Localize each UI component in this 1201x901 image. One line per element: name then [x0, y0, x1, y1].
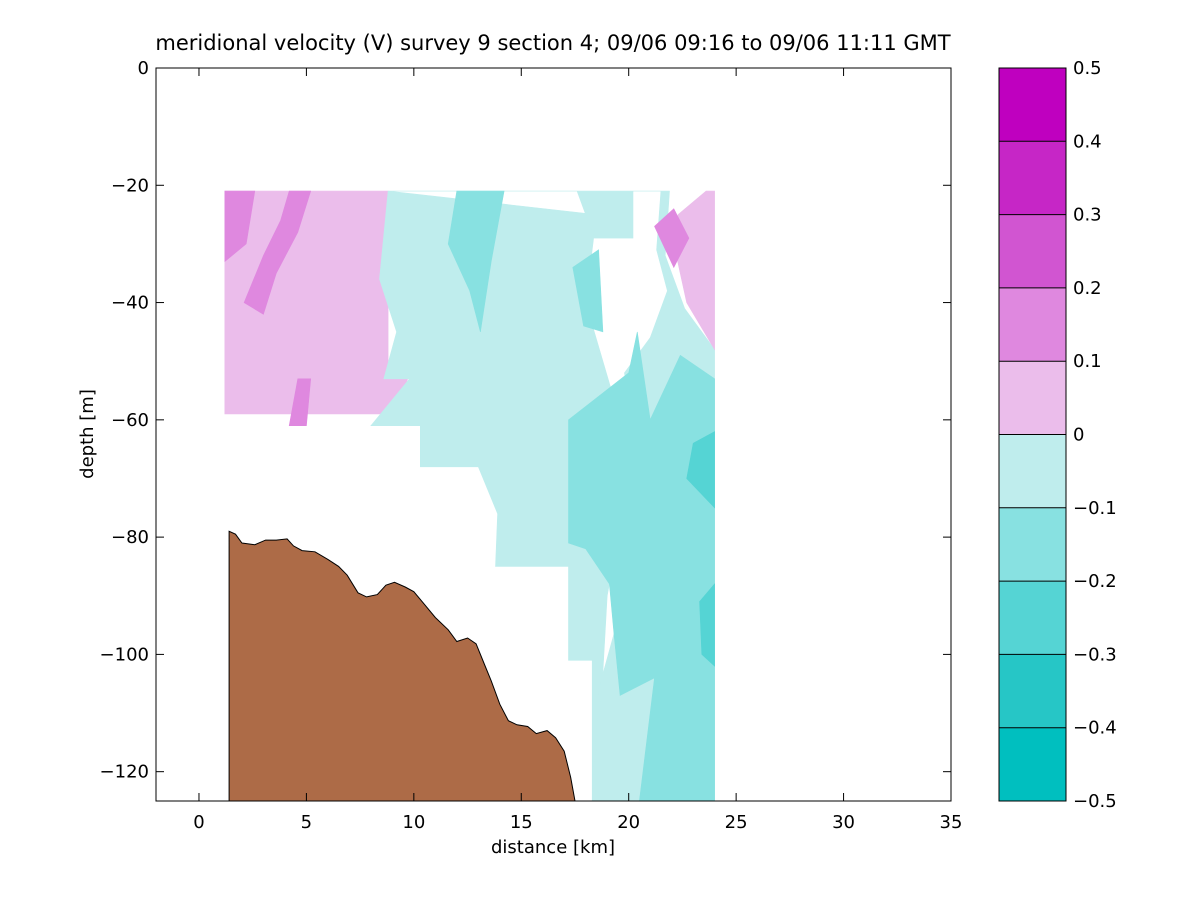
colorbar-tick-label: 0	[1073, 425, 1084, 446]
x-tick-label: 10	[402, 812, 425, 833]
x-tick-label: 25	[725, 812, 748, 833]
contour-region-8	[686, 431, 715, 509]
x-tick-label: 15	[510, 812, 533, 833]
contour-region-2	[243, 190, 312, 315]
contour-region-7	[568, 331, 715, 801]
colorbar-segment	[999, 507, 1066, 582]
y-tick-label: −20	[111, 175, 149, 196]
contour-region-5	[447, 190, 505, 332]
colorbar-segment	[999, 654, 1066, 728]
y-tick-label: −100	[100, 644, 149, 665]
y-tick-label: −80	[111, 527, 149, 548]
colorbar-segment	[999, 434, 1066, 508]
contour-region-11	[654, 208, 690, 269]
colorbar-tick-label: −0.5	[1073, 791, 1117, 812]
contour-region-9	[699, 583, 715, 667]
colorbar-tick-label: 0.1	[1073, 351, 1102, 372]
contour-fill-layer	[224, 190, 715, 801]
colorbar-tick-label: −0.2	[1073, 571, 1117, 592]
x-tick-label: 35	[940, 812, 963, 833]
x-tick-label: 30	[832, 812, 855, 833]
colorbar-tick-label: −0.3	[1073, 644, 1117, 665]
colorbar-tick-label: 0.2	[1073, 278, 1102, 299]
colorbar-tick-label: 0.4	[1073, 131, 1102, 152]
colorbar-tick-label: 0.3	[1073, 205, 1102, 226]
colorbar-tick-label: −0.4	[1073, 718, 1117, 739]
contour-region-6	[572, 249, 604, 333]
chart-title: meridional velocity (V) survey 9 section…	[155, 31, 950, 55]
contour-region-1	[224, 190, 256, 263]
y-tick-label: 0	[138, 58, 149, 79]
colorbar-segment	[999, 581, 1066, 655]
colorbar-segment	[999, 287, 1066, 362]
x-axis: 0 5 10 15 20 25 30 35	[193, 68, 962, 833]
x-tick-label: 20	[617, 812, 640, 833]
x-axis-label: distance [km]	[491, 837, 615, 858]
colorbar-segment	[999, 727, 1066, 801]
y-tick-label: −60	[111, 410, 149, 431]
colorbar-segment	[999, 361, 1066, 435]
bathymetry-profile	[228, 530, 576, 802]
colorbar: −0.5 −0.4 −0.3 −0.2 −0.1 0 0.1 0.2 0.3 0.4 0.5	[998, 58, 1117, 812]
y-tick-label: −120	[100, 762, 149, 783]
colorbar-segment	[999, 68, 1066, 142]
x-tick-label: 5	[301, 812, 312, 833]
colorbar-segment	[999, 141, 1066, 215]
y-axis: 0 −20 −40 −60 −80 −100 −120	[100, 58, 951, 783]
plot-area: 0 5 10 15 20 25 30 35 0 −20 −40 −60 −80 −100 −120	[100, 58, 963, 833]
y-tick-label: −40	[111, 293, 149, 314]
y-axis-label: depth [m]	[77, 389, 98, 479]
colorbar-segment	[999, 214, 1066, 288]
x-tick-label: 0	[193, 812, 204, 833]
colorbar-tick-label: 0.5	[1073, 58, 1102, 79]
contour-region-3	[288, 378, 312, 427]
colorbar-tick-label: −0.1	[1073, 498, 1117, 519]
plot-frame	[155, 67, 952, 802]
